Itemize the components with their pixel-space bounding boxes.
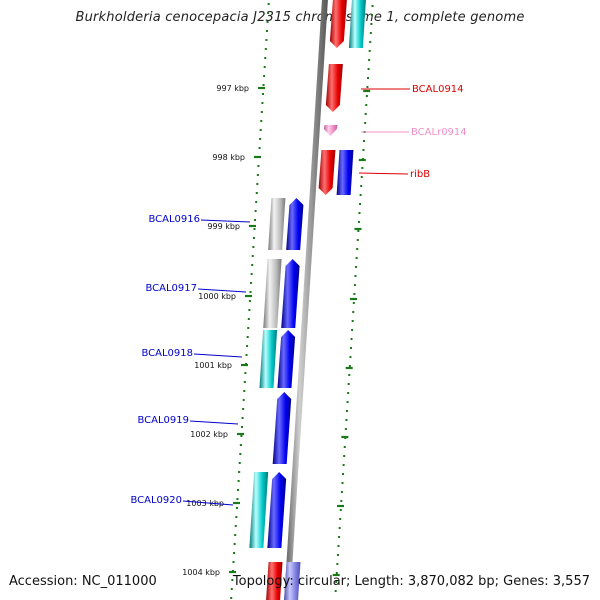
ruler-label: 1002 kbp (190, 430, 228, 439)
ruler-label: 997 kbp (216, 84, 249, 93)
accession-label: Accession: NC_011000 (9, 574, 157, 589)
gene-leader-line (189, 420, 239, 425)
map-title: Burkholderia cenocepacia J2315 chromosom… (75, 10, 525, 25)
cog-block-bcal0918 (259, 330, 278, 388)
ruler-label: 1003 kbp (186, 499, 224, 508)
cog-block-bcal0920 (249, 472, 269, 548)
left-tick-track (230, 3, 270, 599)
cog-block-bcal0916 (268, 198, 286, 250)
gene-label: BCAL0920 (130, 495, 182, 506)
gene-label: BCALr0914 (411, 127, 467, 138)
gene-block-bcalr0914 (323, 125, 338, 136)
gene-leader-line (200, 219, 251, 223)
gene-block-bcal0916 (286, 198, 304, 250)
gene-leader-line (197, 288, 247, 293)
gene-label: ribB (410, 169, 430, 180)
ruler-label: 999 kbp (207, 222, 240, 231)
gene-label: BCAL0917 (145, 283, 197, 294)
gene-label: BCAL0919 (137, 415, 189, 426)
genome-summary: Topology: circular; Length: 3,870,082 bp… (232, 574, 590, 589)
gene-block-bcal0920 (267, 472, 287, 548)
gene-block-bcal0914 (325, 64, 343, 112)
cog-block-bcal0917 (263, 259, 282, 328)
gene-block-top-cyan (348, 0, 366, 48)
gene-block-bcal0918 (277, 330, 296, 388)
gene-block-bottom-lavender (284, 562, 301, 600)
gene-block-ribb (318, 150, 336, 195)
gene-leader-line (358, 172, 409, 175)
gene-leader-line (193, 353, 243, 358)
gene-block-bcal0919 (272, 392, 292, 464)
gene-label: BCAL0914 (412, 84, 464, 95)
gene-block-top-red (329, 0, 347, 48)
ruler-label: 1001 kbp (194, 361, 232, 370)
ruler-label: 1004 kbp (182, 568, 220, 577)
right-tick-track (334, 5, 374, 592)
chromosome-backbone (284, 0, 328, 600)
gene-label: BCAL0916 (148, 214, 200, 225)
gene-label: BCAL0918 (141, 348, 193, 359)
ruler-label: 998 kbp (212, 153, 245, 162)
ruler-label: 1000 kbp (198, 292, 236, 301)
gene-block-ribb-partner (336, 150, 354, 195)
gene-block-bottom-red (266, 562, 283, 600)
gene-leader-line (182, 500, 234, 506)
gene-block-bcal0917 (281, 259, 300, 328)
